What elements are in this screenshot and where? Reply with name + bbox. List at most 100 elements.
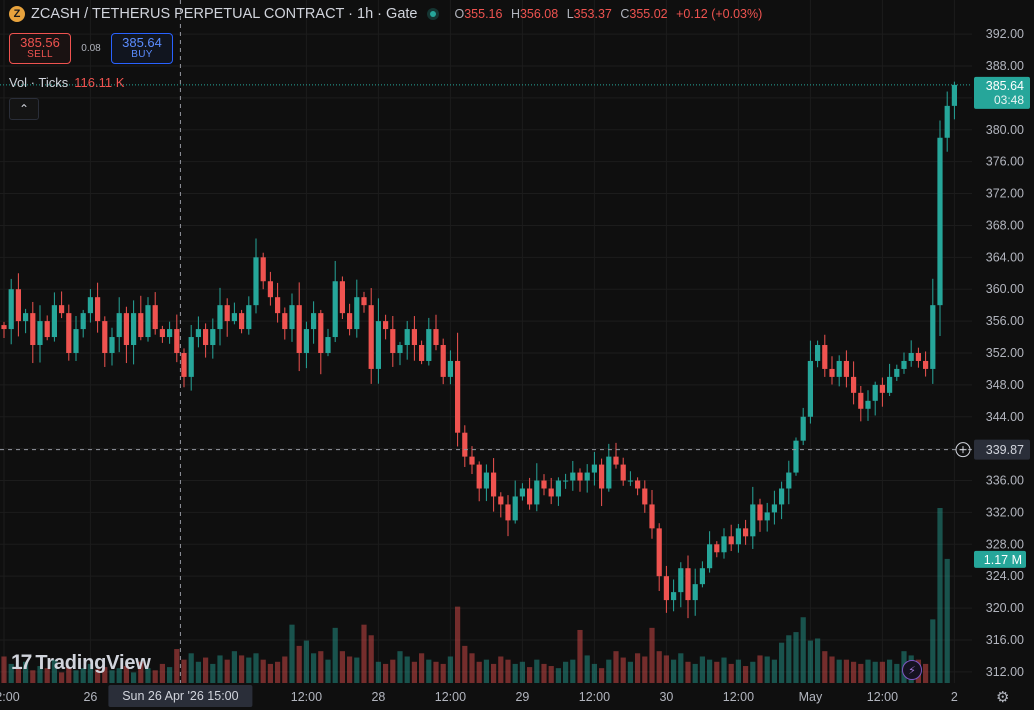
candle [188,324,194,391]
volume-bar [15,667,21,683]
candle [224,298,230,337]
candle-body [512,496,518,521]
volume-bar [728,663,734,683]
volume-bar [66,667,72,683]
candle-body [894,368,900,377]
candle [527,477,533,510]
trade-panel: 385.56 SELL 0.08 385.64 BUY [9,33,173,64]
volume-bar [159,663,165,683]
candle [260,252,266,290]
price-tick-label: 344.00 [986,410,1024,424]
candle [311,301,317,344]
tradingview-logo[interactable]: 17 TradingView [11,651,151,675]
candle [642,480,648,513]
candle [289,293,295,342]
volume-bar [642,656,648,683]
grid-lines [0,0,972,683]
volume-last-label-text: 1.17 M [984,553,1022,567]
price-tick-label: 388.00 [986,59,1024,73]
candle-body [908,352,914,361]
volume-bar [721,657,727,683]
candle [411,316,417,361]
volume-bar [476,661,482,683]
candle [23,308,29,334]
candle [512,480,518,524]
candle [426,317,432,366]
volume-bar [109,670,115,683]
candle-body [217,305,223,330]
volume-bar [167,667,173,683]
candle-body [210,329,216,346]
volume-bar [123,666,129,683]
volume-bar [548,666,554,683]
volume-bar [203,657,209,683]
tradingview-logo-icon: 17 [11,651,32,674]
price-tick-label: 392.00 [986,27,1024,41]
gear-icon[interactable]: ⚙ [996,689,1010,706]
volume-bar [483,659,489,683]
candle-body [750,504,756,537]
candle [786,460,792,505]
volume-bar [375,661,381,683]
volume-bar [894,663,900,683]
volume-bar [95,669,101,683]
volume-bar [332,627,338,683]
candle [131,300,137,365]
price-tick-label: 352.00 [986,346,1024,360]
candle [901,352,907,374]
price-tick-label: 368.00 [986,218,1024,232]
volume-legend[interactable]: Vol · Ticks 116.11 K [9,75,124,90]
candle-body [779,488,785,505]
candle [671,579,677,612]
volume-bar [656,651,662,683]
volume-bar [354,657,360,683]
lightning-icon[interactable]: ⚡ [902,660,922,680]
candle-body [339,281,345,314]
candle-body [239,313,245,330]
candle-body [476,464,482,489]
candle-body [671,592,677,601]
candle-body [829,368,835,377]
time-tick-label: 2 [951,690,958,704]
volume-bar [663,655,669,683]
candle-body [318,313,324,353]
volume-bar [512,663,518,683]
volume-bar [570,659,576,683]
price-axis: 312.00 316.00 320.00 324.00 328.00 332.00 336.… [986,27,1024,679]
volume-bar [815,638,821,683]
candle [771,490,777,525]
volume-bar [318,651,324,683]
candle [822,334,828,377]
price-tick-label: 328.00 [986,537,1024,551]
candle [519,483,525,501]
collapse-legend-button[interactable]: ⌃ [9,98,39,120]
candle-body [577,472,583,481]
symbol-title[interactable]: ZCASH / TETHERUS PERPETUAL CONTRACT · 1h… [31,6,418,22]
zcash-coin-icon: Z [9,6,25,22]
candle-body [433,329,439,346]
candle-body [181,352,187,377]
buy-button[interactable]: 385.64 BUY [111,33,173,64]
candle-body [951,84,957,106]
candle [59,291,65,319]
volume-bar [390,659,396,683]
volume-bar [836,659,842,683]
volume-bar [30,670,36,683]
sell-button[interactable]: 385.56 SELL [9,33,71,64]
candle-body [30,313,36,346]
candle [181,348,187,388]
candle-body [253,257,259,306]
candle-body [620,464,626,481]
candle-body [116,313,122,338]
candle [951,81,957,120]
volume-bar [872,661,878,683]
candle-body [109,337,115,353]
candle [203,323,209,358]
candle [548,477,554,505]
volume-bar [23,661,29,683]
candle-body [188,337,194,377]
candle [541,474,547,496]
candle-body [505,504,511,521]
candle-body [584,472,590,481]
